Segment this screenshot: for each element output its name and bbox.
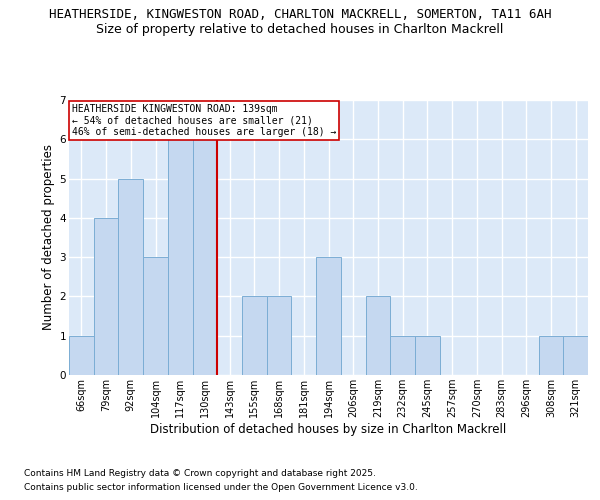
Bar	[539, 336, 563, 375]
Text: HEATHERSIDE, KINGWESTON ROAD, CHARLTON MACKRELL, SOMERTON, TA11 6AH: HEATHERSIDE, KINGWESTON ROAD, CHARLTON M…	[49, 8, 551, 20]
Text: Contains public sector information licensed under the Open Government Licence v3: Contains public sector information licen…	[24, 484, 418, 492]
Bar	[193, 140, 217, 375]
Bar	[242, 296, 267, 375]
Bar	[143, 257, 168, 375]
Text: Size of property relative to detached houses in Charlton Mackrell: Size of property relative to detached ho…	[97, 22, 503, 36]
Bar	[415, 336, 440, 375]
Bar	[69, 336, 94, 375]
Bar	[118, 178, 143, 375]
Bar	[390, 336, 415, 375]
Text: HEATHERSIDE KINGWESTON ROAD: 139sqm
← 54% of detached houses are smaller (21)
46: HEATHERSIDE KINGWESTON ROAD: 139sqm ← 54…	[71, 104, 336, 138]
Text: Contains HM Land Registry data © Crown copyright and database right 2025.: Contains HM Land Registry data © Crown c…	[24, 468, 376, 477]
Y-axis label: Number of detached properties: Number of detached properties	[43, 144, 55, 330]
Bar	[316, 257, 341, 375]
Bar	[94, 218, 118, 375]
Bar	[168, 140, 193, 375]
X-axis label: Distribution of detached houses by size in Charlton Mackrell: Distribution of detached houses by size …	[151, 423, 506, 436]
Bar	[267, 296, 292, 375]
Bar	[563, 336, 588, 375]
Bar	[365, 296, 390, 375]
